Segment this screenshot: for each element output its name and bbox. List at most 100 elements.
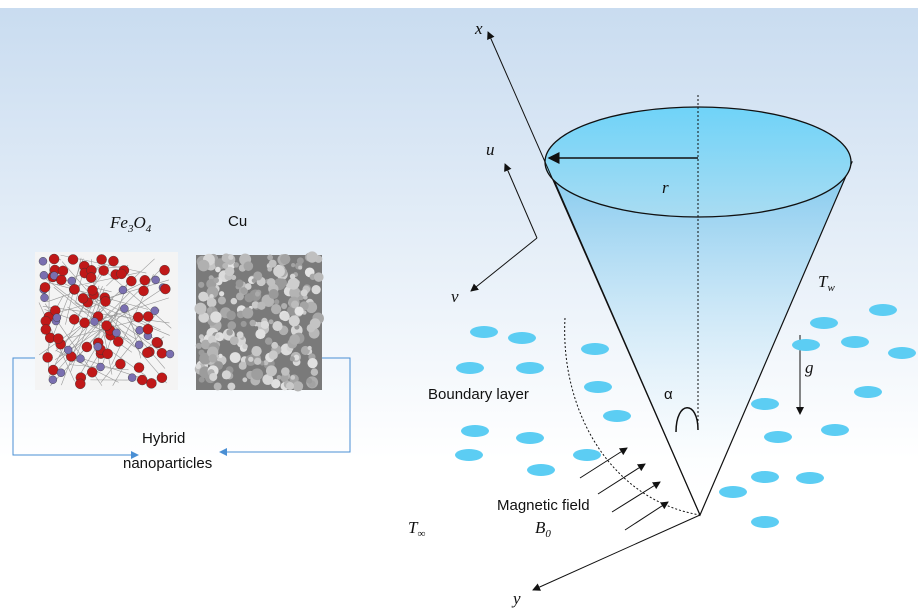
grain [281,367,290,376]
grain [209,354,217,362]
atom [76,355,84,363]
atom [53,314,61,322]
grain [254,358,261,365]
atom [142,348,152,358]
grain [255,291,260,296]
grain [234,262,239,267]
grain [251,368,263,380]
atom [87,367,97,377]
grain [290,274,295,279]
atom [68,277,76,285]
grain [280,254,290,264]
atom [87,285,97,295]
grain [239,362,247,370]
grain [196,364,201,369]
atom [157,348,167,358]
grain [295,307,304,316]
grain [218,354,222,358]
dot [751,516,779,528]
atom [58,266,68,276]
atom [48,365,58,375]
grain [261,321,269,329]
atom [39,257,47,265]
grain [307,358,317,368]
grain [215,334,219,338]
hybrid-label: Hybrid [142,430,185,447]
atom [113,337,123,347]
grain [255,329,265,339]
atom [90,318,98,326]
u-label: u [486,140,495,159]
dot [461,425,489,437]
grain [301,289,308,296]
grain [215,267,221,273]
grain [245,293,254,302]
grain [219,291,224,296]
grain [272,321,282,331]
dot [796,472,824,484]
atom [80,318,90,328]
atom [40,282,50,292]
grain [227,321,236,330]
dot [470,326,498,338]
atom [146,378,156,388]
grain [198,292,208,302]
atom [126,276,136,286]
grain [222,263,228,269]
grain [195,303,207,315]
grain [290,375,295,380]
grain [256,322,261,327]
atom [119,286,127,294]
atom [116,269,126,279]
grain [311,368,318,375]
grain [289,334,300,345]
grain [231,298,238,305]
grain [226,311,235,320]
grain [240,287,247,294]
atom [143,324,153,334]
atom [103,349,113,359]
grain [252,278,257,283]
dot [516,432,544,444]
grain [218,296,226,304]
r-label: r [662,178,669,197]
grain [198,260,210,272]
grain [267,278,275,286]
grain [286,382,294,390]
atom [56,275,66,285]
grain [308,346,312,350]
grain [213,278,219,284]
atom [82,342,92,352]
grain [269,289,279,299]
grain [271,304,281,314]
grain [249,320,255,326]
atom [128,374,136,382]
atom [133,312,143,322]
dot [841,336,869,348]
dot [584,381,612,393]
dot [869,304,897,316]
atom [86,273,96,283]
grain [228,255,233,260]
dot [603,410,631,422]
grain [281,303,287,309]
atom [140,275,150,285]
grain [227,383,235,391]
dot [764,431,792,443]
atom [102,321,112,331]
grain [289,315,300,326]
grain [251,346,261,356]
grain [230,336,239,345]
atom [68,254,78,264]
atom [43,352,53,362]
grain [265,337,272,344]
atom [75,379,85,389]
dot [508,332,536,344]
dot [456,362,484,374]
atom [152,337,162,347]
grain [297,257,304,264]
grain [281,312,290,321]
grain [230,352,241,363]
atom [41,324,51,334]
grain [310,318,321,329]
